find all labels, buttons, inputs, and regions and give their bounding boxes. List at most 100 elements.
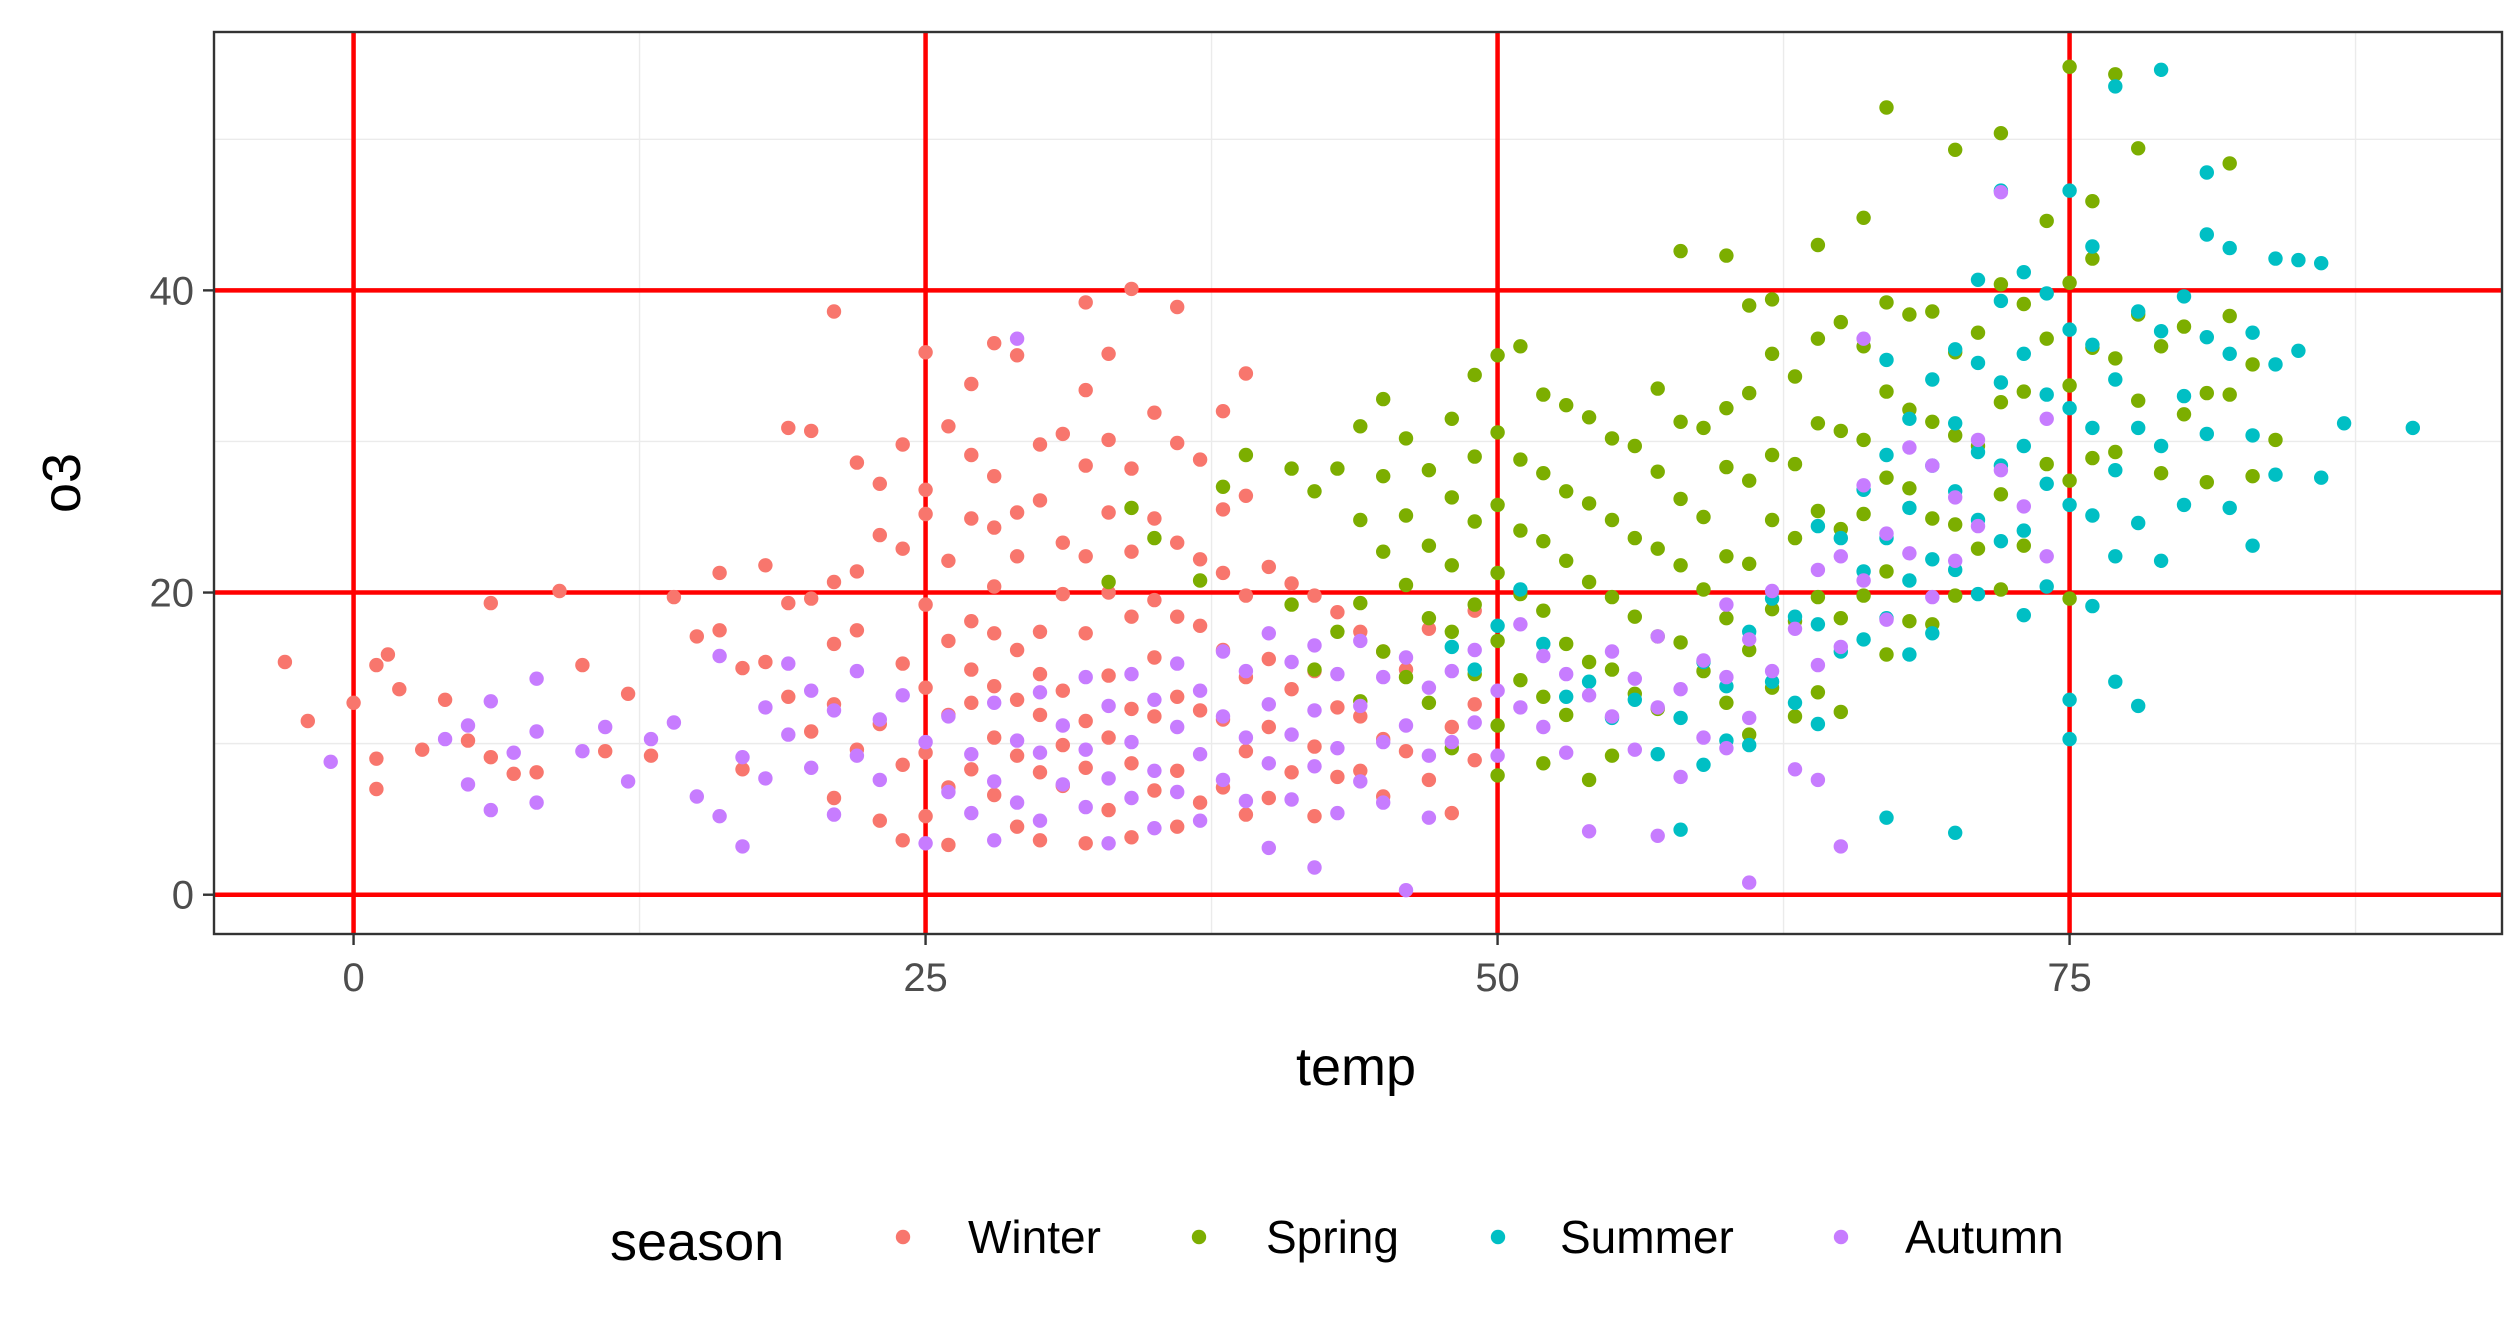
point-winter: [1170, 435, 1185, 451]
point-winter: [277, 654, 293, 670]
point-spring: [2222, 308, 2237, 324]
point-summer: [1467, 662, 1482, 677]
point-spring: [2153, 466, 2169, 481]
point-autumn: [1673, 682, 1688, 697]
point-spring: [1513, 523, 1528, 538]
point-spring: [1948, 142, 1963, 157]
point-winter: [1147, 783, 1162, 798]
point-autumn: [1009, 733, 1025, 748]
point-spring: [1787, 709, 1803, 724]
point-spring: [1902, 307, 1917, 322]
point-winter: [1009, 748, 1025, 763]
point-winter: [1078, 836, 1093, 851]
point-autumn: [1261, 626, 1277, 641]
point-spring: [2085, 251, 2100, 266]
point-spring: [1490, 497, 1505, 513]
point-spring: [2062, 473, 2077, 488]
point-autumn: [1284, 792, 1299, 807]
point-spring: [1673, 414, 1688, 429]
point-winter: [872, 527, 887, 543]
point-autumn: [1948, 553, 1963, 568]
legend-key-spring: [1191, 1229, 1207, 1245]
point-autumn: [1032, 745, 1048, 760]
point-summer: [2199, 165, 2214, 180]
point-spring: [1719, 549, 1734, 564]
point-winter: [987, 469, 1002, 484]
point-summer: [1879, 352, 1894, 368]
point-winter: [1078, 382, 1093, 398]
point-autumn: [1307, 638, 1322, 653]
point-winter: [941, 837, 956, 853]
y-tick-label: 0: [172, 874, 194, 918]
point-winter: [712, 565, 727, 581]
point-autumn: [1055, 777, 1071, 792]
point-spring: [1444, 411, 1460, 426]
point-spring: [1925, 511, 1940, 526]
point-autumn: [1490, 683, 1505, 698]
point-summer: [2131, 698, 2146, 714]
point-spring: [1764, 602, 1780, 617]
point-summer: [2268, 467, 2283, 482]
point-autumn: [1742, 710, 1757, 726]
point-spring: [1879, 564, 1894, 579]
point-summer: [1627, 692, 1643, 707]
point-winter: [1078, 760, 1093, 775]
point-winter: [1307, 739, 1322, 754]
point-autumn: [1398, 718, 1414, 733]
point-summer: [2062, 322, 2077, 337]
point-autumn: [1032, 685, 1048, 700]
point-spring: [1650, 381, 1665, 396]
point-winter: [1170, 535, 1185, 550]
point-summer: [2291, 343, 2306, 358]
point-summer: [1444, 639, 1460, 655]
point-winter: [666, 589, 682, 605]
point-winter: [1192, 795, 1208, 810]
point-autumn: [1376, 669, 1391, 685]
point-autumn: [437, 731, 453, 747]
point-summer: [2222, 500, 2237, 516]
legend-label-spring: Spring: [1266, 1211, 1399, 1263]
point-autumn: [712, 648, 727, 664]
point-summer: [1993, 534, 2009, 549]
point-autumn: [1559, 745, 1574, 760]
point-spring: [1376, 544, 1391, 559]
point-autumn: [826, 807, 842, 822]
point-winter: [804, 423, 819, 439]
point-winter: [735, 660, 750, 676]
point-summer: [2062, 692, 2077, 707]
point-autumn: [1948, 490, 1963, 505]
point-autumn: [1170, 784, 1185, 800]
point-winter: [1009, 348, 1025, 363]
point-autumn: [1719, 741, 1734, 756]
point-winter: [369, 657, 384, 673]
point-spring: [1581, 654, 1597, 670]
point-winter: [1467, 753, 1482, 768]
point-autumn: [1970, 432, 1986, 448]
point-autumn: [1238, 663, 1254, 679]
point-autumn: [872, 712, 887, 727]
point-winter: [1009, 642, 1025, 658]
point-autumn: [1101, 836, 1116, 851]
point-spring: [1993, 582, 2009, 597]
point-summer: [1993, 375, 2009, 390]
point-winter: [895, 757, 910, 772]
point-spring: [2039, 213, 2054, 229]
point-winter: [1009, 819, 1025, 834]
point-winter: [1444, 805, 1460, 821]
point-spring: [1879, 295, 1894, 310]
point-winter: [1192, 452, 1208, 467]
point-autumn: [918, 734, 933, 750]
point-autumn: [1353, 774, 1368, 789]
point-spring: [1742, 556, 1757, 571]
point-spring: [1993, 395, 2009, 410]
point-autumn: [1330, 805, 1345, 821]
point-spring: [1421, 611, 1437, 626]
point-winter: [1101, 346, 1116, 361]
point-autumn: [1215, 644, 1231, 659]
point-autumn: [1742, 632, 1757, 647]
point-winter: [804, 591, 819, 606]
point-spring: [1353, 595, 1368, 611]
point-spring: [1284, 461, 1299, 476]
point-summer: [1787, 609, 1803, 624]
point-spring: [1513, 452, 1528, 467]
